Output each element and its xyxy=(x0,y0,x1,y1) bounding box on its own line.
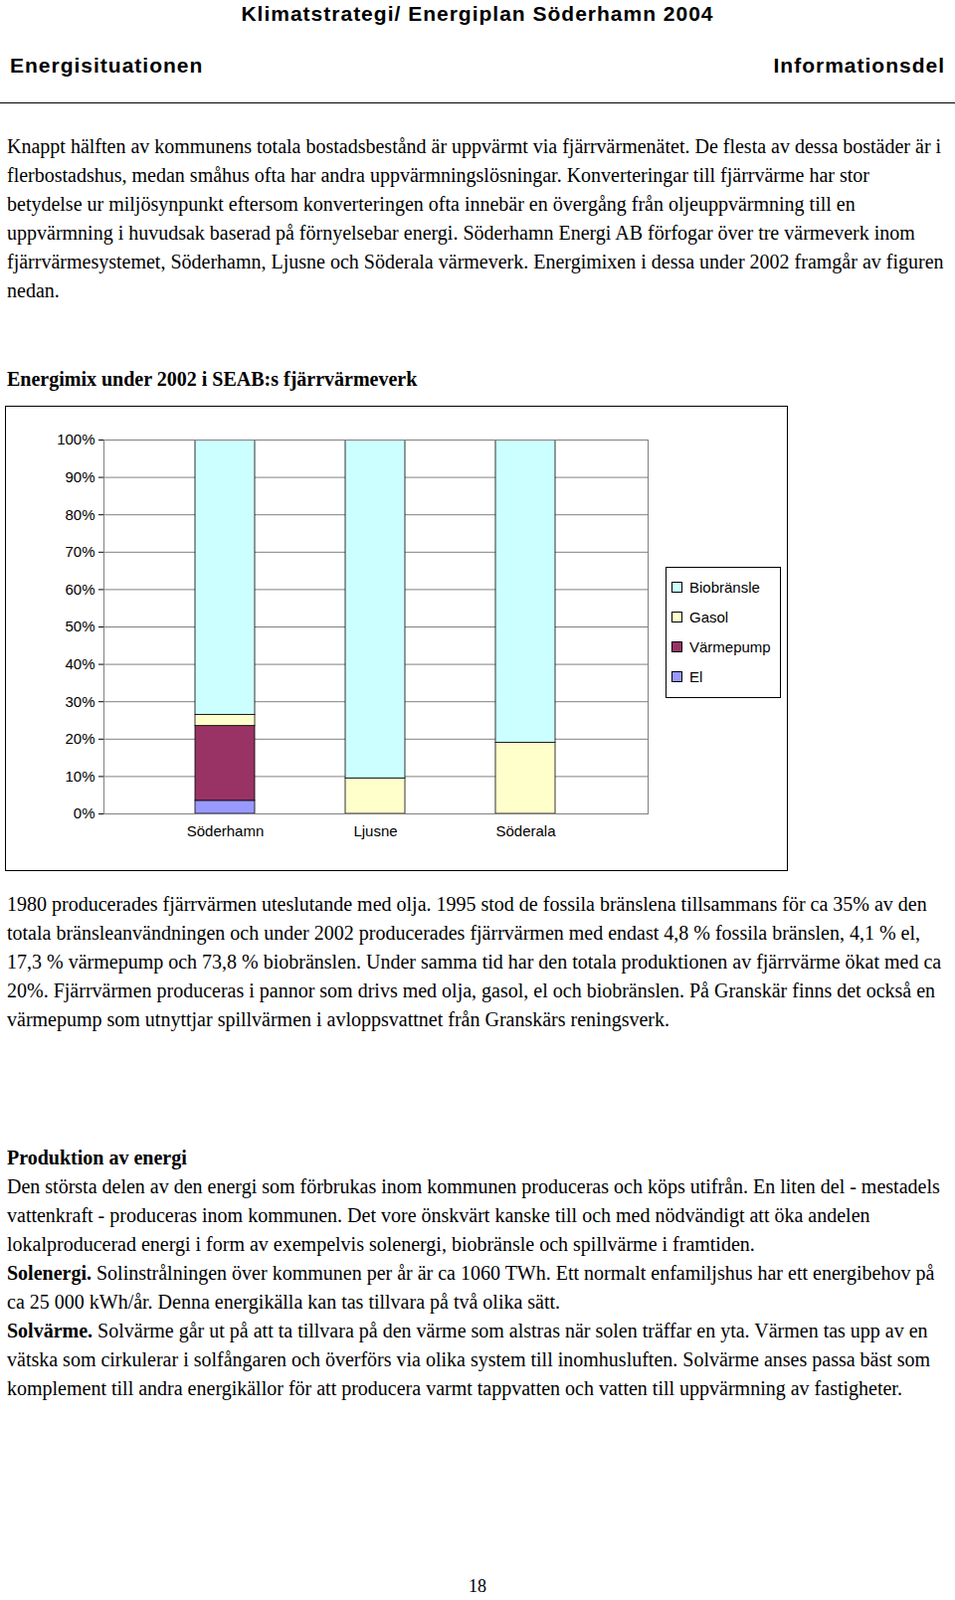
svg-text:Söderhamn: Söderhamn xyxy=(187,822,265,840)
html-text:Biobränsle: Biobränsle xyxy=(689,578,760,596)
html-text:Klimatstrategi/ Energiplan Söd: Klimatstrategi/ Energiplan Söderhamn 200… xyxy=(241,1,714,25)
html-text:Produktion av energi: Produktion av energi xyxy=(6,1146,187,1169)
html-text:Gasol: Gasol xyxy=(689,608,729,626)
html-text:Solvärme. Solvärme går ut på a: Solvärme. Solvärme går ut på att ta till… xyxy=(6,1320,931,1400)
svg-text:90%: 90% xyxy=(64,468,95,486)
svg-text:0%: 0% xyxy=(73,804,96,822)
svg-text:40%: 40% xyxy=(64,655,95,673)
html-text:Informationsdel: Informationsdel xyxy=(773,53,946,77)
html-text:1980 producerades fjärrvärmen: 1980 producerades fjärrvärmen uteslutand… xyxy=(6,893,942,1031)
svg-text:100%: 100% xyxy=(56,430,95,448)
svg-text:50%: 50% xyxy=(64,617,95,635)
html-text:Energisituationen: Energisituationen xyxy=(9,53,204,77)
svg-text:30%: 30% xyxy=(64,693,95,711)
html-text:El: El xyxy=(689,668,703,685)
html-text:Solenergi. Solinstrålningen öv: Solenergi. Solinstrålningen över kommune… xyxy=(6,1262,935,1314)
svg-text:Söderala: Söderala xyxy=(495,822,557,840)
svg-text:60%: 60% xyxy=(64,580,95,598)
html-text:18: 18 xyxy=(468,1576,487,1597)
svg-text:10%: 10% xyxy=(64,767,95,785)
html-text:Den största delen av den energ: Den största delen av den energi som förb… xyxy=(6,1175,940,1256)
svg-text:20%: 20% xyxy=(64,730,95,748)
html-text:Värmepump: Värmepump xyxy=(689,638,771,656)
svg-text:80%: 80% xyxy=(64,506,95,524)
svg-text:Ljusne: Ljusne xyxy=(353,822,397,840)
html-text:Energimix under 2002 i SEAB:s: Energimix under 2002 i SEAB:s fjärrvärme… xyxy=(6,368,418,390)
svg-text:70%: 70% xyxy=(64,543,95,561)
html-text:Knappt hälften av kommunens to: Knappt hälften av kommunens totala bosta… xyxy=(6,135,944,302)
